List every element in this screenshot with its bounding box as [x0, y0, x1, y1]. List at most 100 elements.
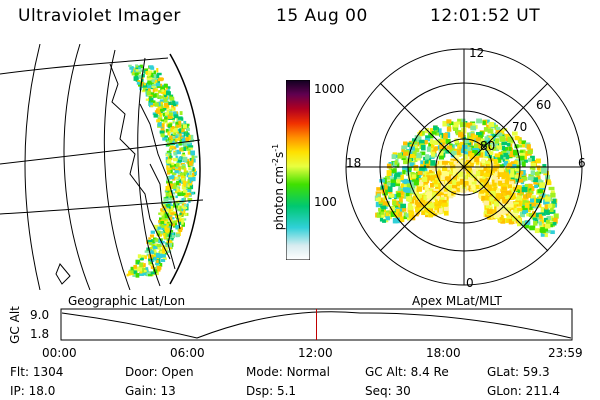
aurora-pixel — [165, 91, 171, 96]
aurora-pixel — [410, 181, 417, 187]
aurora-pixel — [190, 150, 196, 156]
aurora-pixel — [164, 237, 169, 240]
aurora-pixel — [463, 182, 467, 188]
aurora-pixel — [549, 223, 554, 228]
aurora-pixel — [155, 238, 159, 242]
aurora-pixel — [488, 153, 492, 159]
aurora-pixel — [191, 154, 194, 160]
aurora-pixel — [544, 196, 551, 202]
aurora-pixel — [484, 196, 489, 201]
aurora-pixel — [166, 167, 171, 173]
aurora-pixel — [533, 181, 539, 185]
aurora-pixel — [446, 132, 451, 138]
aurora-pixel — [499, 200, 503, 206]
aurora-pixel — [154, 102, 159, 107]
aurora-pixel — [409, 213, 413, 219]
aurora-pixel — [147, 239, 153, 243]
aurora-pixel — [518, 198, 524, 204]
aurora-pixel — [473, 144, 479, 150]
aurora-pixel — [169, 135, 173, 140]
aurora-pixel — [393, 168, 397, 174]
aurora-pixel — [487, 151, 494, 156]
aurora-pixel — [406, 180, 412, 186]
aurora-pixel — [154, 249, 157, 253]
aurora-pixel — [161, 245, 166, 251]
aurora-pixel — [146, 90, 152, 96]
aurora-pixel — [454, 154, 460, 159]
aurora-pixel — [503, 152, 509, 157]
aurora-pixel — [512, 131, 518, 136]
aurora-pixel — [394, 217, 400, 224]
aurora-pixel — [541, 193, 546, 198]
aurora-pixel — [150, 266, 155, 269]
aurora-pixel — [150, 272, 156, 275]
aurora-pixel — [517, 218, 522, 223]
aurora-pixel — [400, 152, 406, 156]
aurora-pixel — [454, 149, 460, 156]
aurora-pixel — [433, 147, 438, 151]
aurora-pixel — [153, 113, 158, 118]
aurora-pixel — [389, 206, 396, 212]
aurora-pixel — [172, 140, 175, 144]
aurora-pixel — [514, 174, 520, 179]
aurora-pixel — [153, 88, 158, 92]
aurora-pixel — [169, 145, 174, 149]
aurora-pixel — [500, 155, 504, 160]
aurora-pixel — [171, 172, 177, 176]
aurora-pixel — [152, 266, 158, 270]
aurora-pixel — [193, 158, 196, 163]
aurora-pixel — [488, 164, 493, 168]
aurora-pixel — [144, 255, 147, 260]
aurora-pixel — [166, 240, 169, 244]
aurora-pixel — [166, 165, 169, 170]
aurora-pixel — [181, 192, 186, 195]
aurora-pixel — [478, 169, 484, 176]
aurora-pixel — [411, 138, 417, 142]
aurora-pixel — [443, 206, 449, 211]
aurora-pixel — [175, 225, 180, 230]
mlt-label-0: 0 — [466, 276, 474, 290]
aurora-pixel — [154, 76, 158, 81]
aurora-pixel — [152, 254, 157, 258]
aurora-emission-polar — [374, 118, 559, 238]
aurora-pixel — [164, 101, 167, 105]
aurora-pixel — [167, 114, 173, 120]
aurora-pixel — [438, 155, 445, 160]
aurora-pixel — [523, 173, 527, 179]
aurora-pixel — [148, 88, 151, 91]
aurora-pixel — [523, 177, 528, 181]
orbit-plot-ylabel: GC Alt — [8, 306, 22, 344]
aurora-pixel — [480, 141, 487, 146]
aurora-pixel — [442, 180, 448, 186]
aurora-pixel — [544, 204, 548, 210]
aurora-pixel — [515, 186, 521, 193]
aurora-pixel — [150, 92, 155, 95]
aurora-pixel — [434, 132, 440, 136]
aurora-pixel — [187, 194, 192, 198]
aurora-pixel — [517, 138, 522, 144]
aurora-pixel — [189, 170, 192, 176]
aurora-pixel — [441, 167, 448, 171]
aurora-pixel — [424, 140, 428, 145]
aurora-pixel — [390, 169, 394, 174]
aurora-pixel — [135, 75, 139, 80]
aurora-pixel — [552, 221, 557, 226]
aurora-pixel — [496, 193, 502, 198]
aurora-pixel — [540, 206, 545, 213]
aurora-pixel — [503, 203, 509, 208]
aurora-pixel — [418, 130, 423, 136]
aurora-pixel — [403, 151, 409, 156]
aurora-pixel — [186, 203, 189, 207]
aurora-pixel — [141, 78, 144, 83]
aurora-pixel — [128, 64, 132, 67]
aurora-pixel — [390, 182, 396, 187]
aurora-pixel — [188, 145, 194, 148]
aurora-pixel — [476, 160, 480, 165]
aurora-pixel — [175, 150, 178, 153]
aurora-pixel — [380, 185, 387, 190]
aurora-pixel — [434, 191, 439, 195]
aurora-pixel — [513, 160, 518, 166]
aurora-pixel — [505, 168, 509, 174]
aurora-pixel — [477, 142, 481, 149]
aurora-pixel — [178, 178, 182, 183]
